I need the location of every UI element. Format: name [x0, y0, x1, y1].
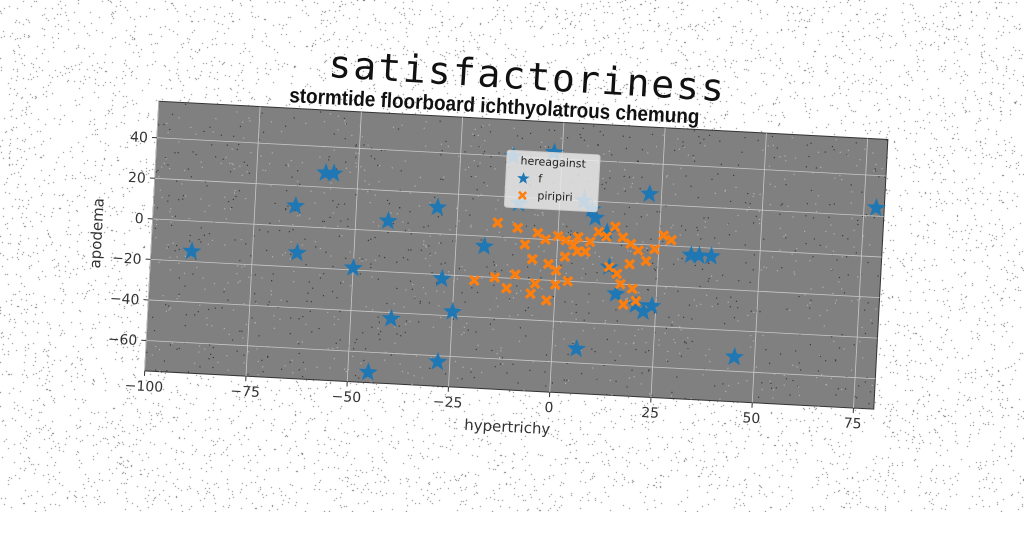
legend-label-piripiri: piripiri [537, 189, 573, 204]
y-tick-label: 20 [128, 170, 147, 187]
y-tick-label: −60 [107, 331, 137, 349]
x-tick-label: −25 [432, 394, 462, 412]
x-tick-label: −100 [124, 378, 163, 396]
legend-entry-piripiri: piripiri [511, 186, 592, 207]
y-tick-label: 0 [134, 211, 144, 227]
x-tick-label: −75 [230, 383, 260, 401]
chart-legend: hereagainst f piripiri [504, 150, 601, 213]
star-marker-icon [512, 170, 535, 185]
x-marker-icon [511, 188, 534, 201]
x-axis-label: hypertrichy [464, 416, 551, 438]
legend-title: hereagainst [513, 154, 594, 171]
y-tick-label: −40 [109, 291, 139, 309]
x-tick-label: 75 [843, 416, 862, 433]
plot-area [145, 101, 888, 409]
y-axis-label: apodema [86, 198, 108, 269]
x-tick-label: 0 [544, 400, 554, 416]
y-tick-label: −20 [112, 250, 142, 268]
x-tick-label: 50 [742, 410, 761, 427]
y-tick-label: 40 [130, 129, 149, 146]
legend-label-f: f [538, 172, 543, 185]
x-tick-label: −50 [331, 389, 361, 407]
x-tick-label: 25 [641, 405, 660, 422]
